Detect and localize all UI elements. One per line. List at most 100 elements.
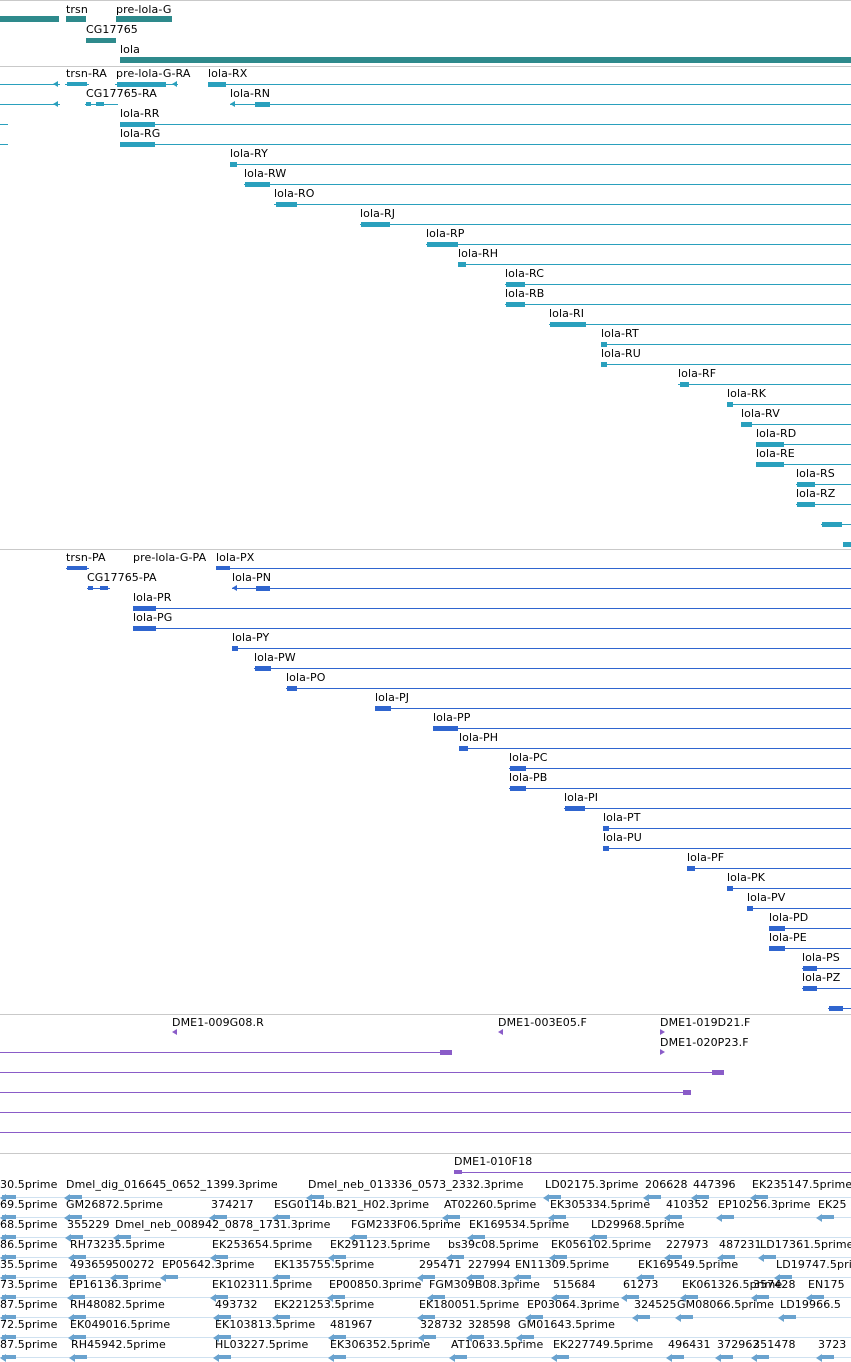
transcript-label[interactable]: lola-RG [120,127,161,140]
protein-label[interactable]: lola-PD [769,911,809,924]
est-label[interactable]: LD02175.3prime [545,1178,639,1191]
est-label[interactable]: 30.5prime [0,1178,58,1191]
est-label[interactable]: 447396 [693,1178,736,1191]
transcript-label[interactable]: lola-RO [274,187,315,200]
est-label[interactable]: HL03227.5prime [215,1338,309,1351]
transcript-label[interactable]: lola-RC [505,267,545,280]
est-label[interactable]: EK169534.5prime [469,1218,570,1231]
protein-label[interactable]: lola-PV [747,891,786,904]
transcript-label[interactable]: lola-RP [426,227,465,240]
transcript-label[interactable]: lola-RN [230,87,271,100]
est-label[interactable]: GM08066.5prime [677,1298,774,1311]
protein-label[interactable]: lola-PP [433,711,471,724]
transcript-label[interactable]: lola-RY [230,147,268,160]
protein-label[interactable]: lola-PU [603,831,642,844]
est-label[interactable]: 86.5prime [0,1238,58,1251]
est-label[interactable]: 374217 [211,1198,254,1211]
est-label[interactable]: 295471 [419,1258,462,1271]
transcript-label[interactable]: lola-RH [458,247,499,260]
est-label[interactable]: EK306352.5prime [330,1338,431,1351]
transcript-label[interactable]: lola-RI [549,307,585,320]
transcript-label[interactable]: lola-RT [601,327,639,340]
clone-label[interactable]: DME1-019D21.F [660,1016,751,1029]
protein-label[interactable]: pre-lola-G-PA [133,551,207,564]
est-label[interactable]: EP05642.3prime [162,1258,255,1271]
protein-label[interactable]: lola-PZ [802,971,841,984]
est-label[interactable]: 87.5prime [0,1338,58,1351]
est-label[interactable]: FGM233F06.5prime [351,1218,461,1231]
est-label[interactable]: EN175 [808,1278,845,1291]
est-label[interactable]: 35.5prime [0,1258,58,1271]
est-label[interactable]: 3723 [818,1338,847,1351]
transcript-label[interactable]: CG17765-RA [86,87,157,100]
protein-label[interactable]: lola-PY [232,631,270,644]
est-label[interactable]: 493659 [70,1258,113,1271]
clone-label[interactable]: DME1-010F18 [454,1155,533,1168]
protein-label[interactable]: lola-PB [509,771,548,784]
est-label[interactable]: EP10256.3prime [718,1198,811,1211]
transcript-label[interactable]: lola-RF [678,367,717,380]
transcript-label[interactable]: lola-RE [756,447,795,460]
est-label[interactable]: EK102311.5prime [212,1278,313,1291]
est-label[interactable]: 355229 [67,1218,110,1231]
est-label[interactable]: 496431 [668,1338,711,1351]
est-label[interactable]: EP00850.3prime [329,1278,422,1291]
protein-label[interactable]: lola-PT [603,811,641,824]
transcript-label[interactable]: lola-RV [741,407,780,420]
est-label[interactable]: EK235147.5prime [752,1178,851,1191]
protein-label[interactable]: lola-PR [133,591,172,604]
est-label[interactable]: 500272 [112,1258,155,1271]
est-label[interactable]: GM26872.5prime [66,1198,163,1211]
transcript-label[interactable]: lola-RB [505,287,545,300]
transcript-label[interactable]: pre-lola-G-RA [116,67,191,80]
est-label[interactable]: Dmel_neb_008942_0878_1731.3prime [115,1218,331,1231]
est-label[interactable]: LD19747.5prime [776,1258,851,1271]
est-label[interactable]: 206628 [645,1178,688,1191]
est-label[interactable]: 493732 [215,1298,258,1311]
transcript-label[interactable]: trsn-RA [66,67,107,80]
protein-label[interactable]: lola-PJ [375,691,410,704]
protein-label[interactable]: lola-PN [232,571,272,584]
est-label[interactable]: LD19966.5 [780,1298,841,1311]
est-label[interactable]: 72.5prime [0,1318,58,1331]
est-label[interactable]: 68.5prime [0,1218,58,1231]
est-label[interactable]: 69.5prime [0,1198,58,1211]
est-label[interactable]: 481967 [330,1318,373,1331]
est-label[interactable]: 357428 [753,1278,796,1291]
protein-label[interactable]: lola-PF [687,851,725,864]
gene-label[interactable]: lola [120,43,140,56]
transcript-label[interactable]: lola-RS [796,467,835,480]
protein-label[interactable]: lola-PG [133,611,173,624]
clone-label[interactable]: DME1-009G08.R [172,1016,264,1029]
protein-label[interactable]: trsn-PA [66,551,106,564]
est-label[interactable]: EK227749.5prime [553,1338,654,1351]
transcript-label[interactable]: lola-RK [727,387,767,400]
transcript-label[interactable]: lola-RJ [360,207,396,220]
est-label[interactable]: EK25 [818,1198,847,1211]
clone-label[interactable]: DME1-020P23.F [660,1036,749,1049]
transcript-label[interactable]: lola-RR [120,107,160,120]
est-label[interactable]: 410352 [666,1198,709,1211]
est-label[interactable]: 487231 [719,1238,762,1251]
est-label[interactable]: 515684 [553,1278,596,1291]
protein-label[interactable]: lola-PH [459,731,499,744]
est-label[interactable]: bs39c08.5prime [448,1238,539,1251]
est-label[interactable]: GM01643.5prime [518,1318,615,1331]
est-label[interactable]: EK169549.5prime [638,1258,739,1271]
protein-label[interactable]: lola-PI [564,791,599,804]
est-label[interactable]: EK305334.5prime [550,1198,651,1211]
est-label[interactable]: 61273 [623,1278,659,1291]
transcript-label[interactable]: lola-RD [756,427,797,440]
est-label[interactable]: 328598 [468,1318,511,1331]
est-label[interactable]: EK103813.5prime [215,1318,316,1331]
est-label[interactable]: EK056102.5prime [551,1238,652,1251]
est-label[interactable]: EK061326.5prime [682,1278,783,1291]
est-label[interactable]: LD17361.5prime [760,1238,851,1251]
transcript-label[interactable]: lola-RX [208,67,248,80]
est-label[interactable]: EP03064.3prime [527,1298,620,1311]
protein-label[interactable]: lola-PE [769,931,807,944]
est-label[interactable]: Dmel_neb_013336_0573_2332.3prime [308,1178,524,1191]
est-label[interactable]: Dmel_dig_016645_0652_1399.3prime [66,1178,278,1191]
est-label[interactable]: 328732 [420,1318,463,1331]
gene-label[interactable]: pre-lola-G [116,3,172,16]
